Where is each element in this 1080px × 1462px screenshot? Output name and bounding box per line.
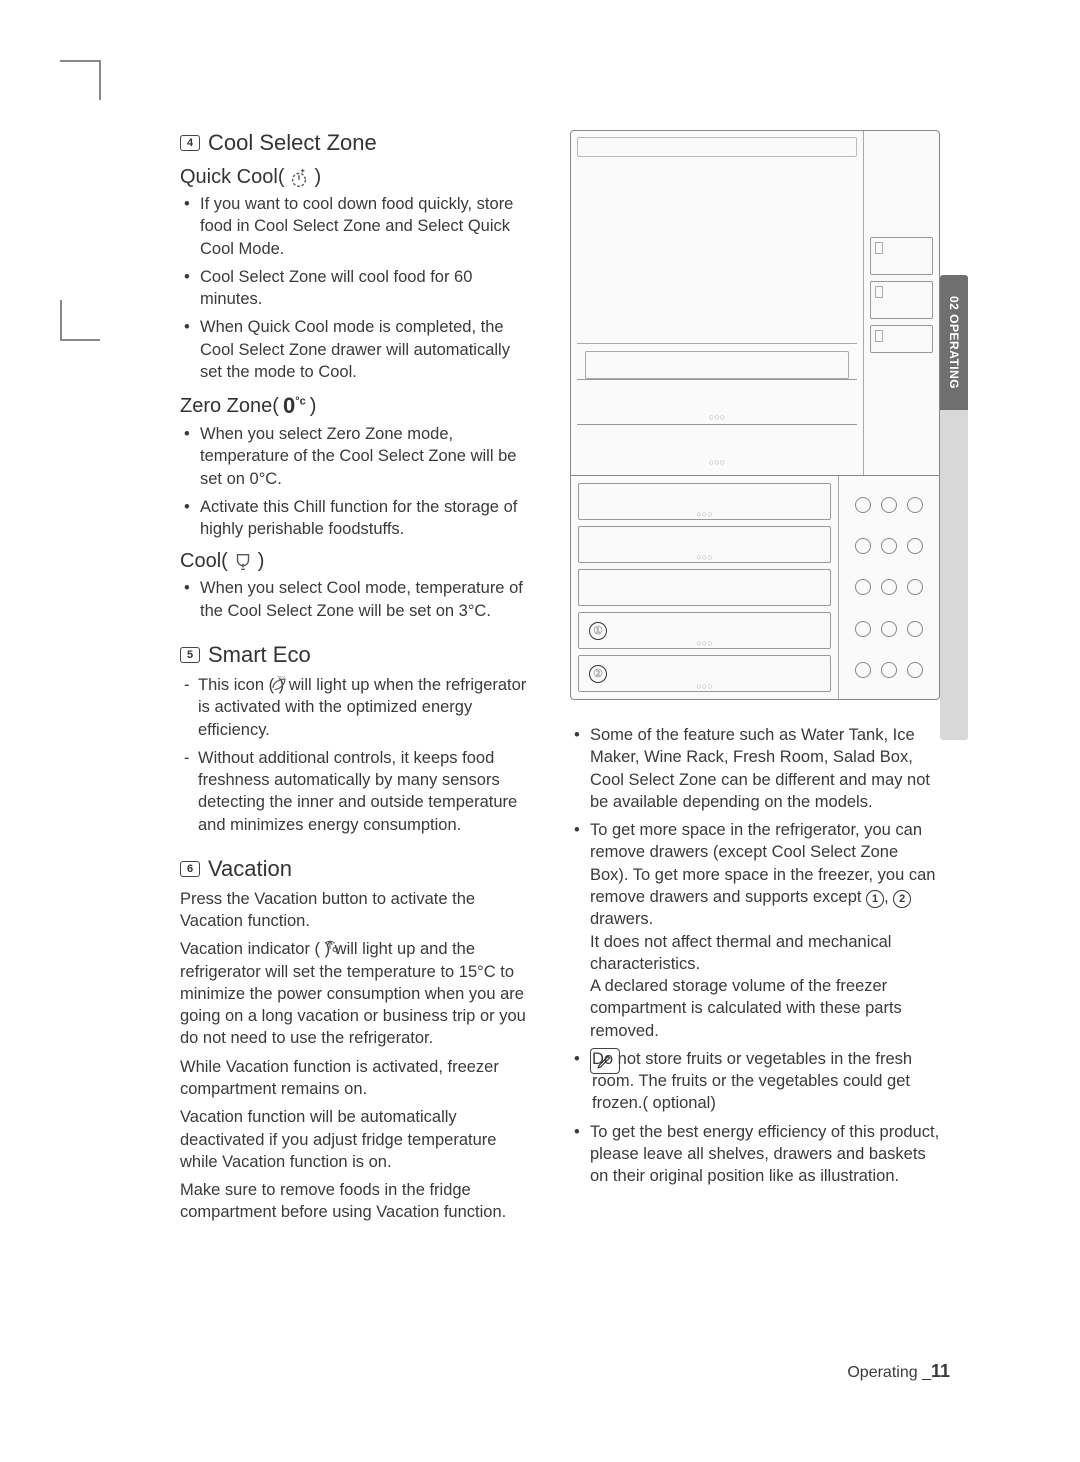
heading-smart-eco: 5 Smart Eco (180, 642, 530, 668)
list-item: Do not store fruits or vegetables in the… (574, 1048, 940, 1115)
numbered-box-4: 4 (180, 135, 200, 151)
vacation-para: Make sure to remove foods in the fridge … (180, 1179, 530, 1224)
eco-leaf-icon: eco (270, 676, 288, 694)
page-footer: Operating _11 (847, 1361, 950, 1382)
list-item: To get more space in the refrigerator, y… (574, 819, 940, 1042)
heading-text: Vacation (208, 856, 292, 882)
crop-mark (60, 300, 62, 340)
svg-text:eco: eco (278, 676, 286, 679)
freezer-compartment: ○○○ ○○○ ①○○○ ②○○○ (571, 476, 939, 699)
list-item-text: A declared storage volume of the freezer… (590, 977, 902, 1040)
inline-callout-1: 1 (866, 890, 884, 908)
list-item: When you select Cool mode, temperature o… (184, 577, 530, 622)
fridge-shelf: ○○○ (577, 424, 857, 469)
list-item-text: It does not affect thermal and mechanica… (590, 933, 891, 973)
list-item: Cool Select Zone will cool food for 60 m… (184, 266, 530, 311)
fridge-door-panel (864, 131, 939, 475)
heading-cool-select-zone: 4 Cool Select Zone (180, 130, 530, 156)
smart-eco-list: This icon ( ) will light up when the ref… (180, 674, 530, 836)
door-bin (870, 281, 933, 319)
callout-2: ② (589, 665, 607, 683)
quick-cool-icon (288, 167, 310, 189)
fridge-shelf: ○○○ (577, 379, 857, 424)
section-tab-inactive (940, 410, 968, 740)
section-smart-eco: 5 Smart Eco This icon ( ) will light up … (180, 642, 530, 836)
right-notes-list: Some of the feature such as Water Tank, … (570, 724, 940, 1187)
vacation-para: Press the Vacation button to activate th… (180, 888, 530, 933)
subheading-text: Cool( (180, 550, 228, 573)
section-tab-label: 02 OPERATING (947, 296, 961, 389)
vacation-para: Vacation indicator ( ) will light up and… (180, 938, 530, 1049)
water-tank (585, 351, 849, 379)
left-column: 4 Cool Select Zone Quick Cool( ) If you … (180, 130, 530, 1244)
subheading-cool: Cool( ) (180, 550, 530, 573)
list-item: When Quick Cool mode is completed, the C… (184, 316, 530, 383)
footer-label: Operating _ (847, 1364, 931, 1381)
heading-vacation: 6 Vacation (180, 856, 530, 882)
fridge-space (577, 161, 857, 343)
freezer-drawer-1: ①○○○ (578, 612, 831, 649)
crop-mark (99, 60, 101, 100)
numbered-box-5: 5 (180, 647, 200, 663)
fridge-top-compartment: ○○○ ○○○ (571, 131, 939, 476)
section-tab: 02 OPERATING (940, 275, 970, 745)
subheading-quick-cool: Quick Cool( ) (180, 166, 530, 189)
fridge-illustration: ○○○ ○○○ ○○○ ○○○ ①○○○ ②○○○ (570, 130, 940, 700)
heading-text: Cool Select Zone (208, 130, 377, 156)
door-bin (870, 325, 933, 353)
list-item-text: drawers. (590, 910, 653, 928)
list-item-text: To get more space in the refrigerator, y… (590, 821, 935, 906)
list-item: To get the best energy efficiency of thi… (574, 1121, 940, 1188)
freezer-drawer-2: ②○○○ (578, 655, 831, 692)
cool-icon (232, 551, 254, 573)
quick-cool-list: If you want to cool down food quickly, s… (180, 193, 530, 383)
fridge-cavity: ○○○ ○○○ (571, 131, 864, 475)
list-item: Activate this Chill function for the sto… (184, 496, 530, 541)
subheading-close: ) (314, 166, 321, 189)
section-tab-active: 02 OPERATING (940, 275, 968, 410)
heading-text: Smart Eco (208, 642, 311, 668)
right-column: ○○○ ○○○ ○○○ ○○○ ①○○○ ②○○○ (570, 130, 970, 1244)
zero-zone-icon: 0°c (283, 393, 306, 419)
section-vacation: 6 Vacation Press the Vacation button to … (180, 856, 530, 1224)
subheading-text: Zero Zone( (180, 395, 279, 418)
subheading-close: ) (258, 550, 265, 573)
cool-list: When you select Cool mode, temperature o… (180, 577, 530, 622)
list-item-text: This icon ( ) will light up when the ref… (198, 676, 526, 739)
list-item: Without additional controls, it keeps fo… (184, 747, 530, 836)
vacation-para: Vacation function will be automatically … (180, 1106, 530, 1173)
freezer-drawer: ○○○ (578, 483, 831, 520)
content-columns: 4 Cool Select Zone Quick Cool( ) If you … (180, 130, 970, 1244)
vacation-para-text: Vacation indicator ( ) will light up and… (180, 940, 526, 1047)
inline-callout-2: 2 (893, 890, 911, 908)
crop-mark (60, 60, 100, 62)
freezer-door-panel (839, 476, 939, 699)
vacation-icon (320, 939, 340, 957)
callout-1: ① (589, 622, 607, 640)
list-item: If you want to cool down food quickly, s… (184, 193, 530, 260)
numbered-box-6: 6 (180, 861, 200, 877)
page: 02 OPERATING 4 Cool Select Zone Quick Co… (0, 0, 1080, 1462)
fridge-top-bar (577, 137, 857, 157)
list-item: This icon ( ) will light up when the ref… (184, 674, 530, 741)
door-bin (870, 237, 933, 275)
subheading-zero-zone: Zero Zone( 0°c ) (180, 393, 530, 419)
vacation-para: While Vacation function is activated, fr… (180, 1056, 530, 1101)
subheading-close: ) (310, 395, 317, 418)
freezer-drawer (578, 569, 831, 606)
page-number: 11 (931, 1361, 950, 1381)
zero-zone-list: When you select Zero Zone mode, temperat… (180, 423, 530, 540)
list-item: Some of the feature such as Water Tank, … (574, 724, 940, 813)
crop-mark (60, 339, 100, 341)
list-item-text: Do not store fruits or vegetables in the… (592, 1048, 940, 1115)
list-item: When you select Zero Zone mode, temperat… (184, 423, 530, 490)
freezer-drawer: ○○○ (578, 526, 831, 563)
section-cool-select-zone: 4 Cool Select Zone Quick Cool( ) If you … (180, 130, 530, 622)
freezer-drawers: ○○○ ○○○ ①○○○ ②○○○ (571, 476, 839, 699)
subheading-text: Quick Cool( (180, 166, 284, 189)
